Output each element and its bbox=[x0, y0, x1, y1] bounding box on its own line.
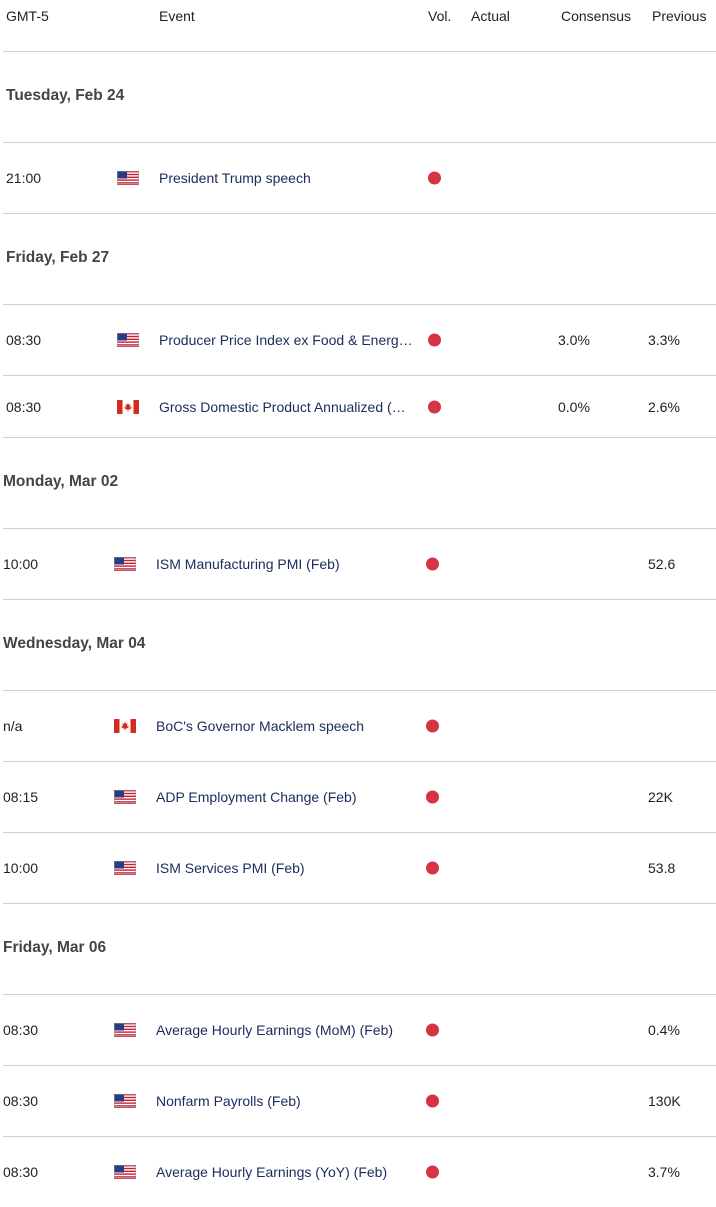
time: 10:00 bbox=[3, 860, 39, 876]
date: Wednesday, Mar 04 bbox=[3, 635, 146, 652]
date-row: Friday, Mar 06 bbox=[3, 904, 716, 995]
event: Nonfarm Payrolls (Feb) bbox=[156, 1093, 301, 1109]
event-row: 10:00 ISM Manufacturing PMI (Feb) 52.6 bbox=[3, 529, 716, 600]
volatility-dot bbox=[426, 861, 439, 875]
us-flag bbox=[114, 557, 136, 571]
date-row: Wednesday, Mar 04 bbox=[3, 600, 716, 691]
previous: 52.6 bbox=[648, 556, 676, 572]
event: ISM Services PMI (Feb) bbox=[156, 860, 305, 876]
ca-flag bbox=[117, 400, 139, 414]
previous: 0.4% bbox=[648, 1022, 680, 1038]
event-row: 08:30 Gross Domestic Product Annualized … bbox=[3, 376, 716, 438]
date-row: Tuesday, Feb 24 bbox=[3, 52, 716, 143]
header-row: GMT-5 Event Vol. Actual Consensus Previo… bbox=[3, 0, 716, 52]
us-flag bbox=[114, 1165, 136, 1179]
time: 08:30 bbox=[3, 1164, 39, 1180]
date: Monday, Mar 02 bbox=[3, 473, 119, 490]
ca-flag bbox=[114, 719, 136, 733]
us-flag bbox=[114, 861, 136, 875]
col-time: GMT-5 bbox=[6, 8, 49, 24]
volatility-dot bbox=[426, 557, 439, 571]
time: 08:30 bbox=[3, 1022, 39, 1038]
col-consensus: Consensus bbox=[561, 8, 632, 24]
time: 08:30 bbox=[3, 1093, 39, 1109]
date: Tuesday, Feb 24 bbox=[6, 87, 125, 104]
event: BoC's Governor Macklem speech bbox=[156, 718, 365, 734]
date: Friday, Mar 06 bbox=[3, 939, 107, 956]
volatility-dot bbox=[428, 333, 441, 347]
col-previous: Previous bbox=[652, 8, 707, 24]
event: ISM Manufacturing PMI (Feb) bbox=[156, 556, 340, 572]
date-row: Monday, Mar 02 bbox=[3, 438, 716, 529]
event-row: n/a BoC's Governor Macklem speech bbox=[3, 691, 716, 762]
us-flag bbox=[117, 171, 139, 185]
event-row: 21:00 President Trump speech bbox=[3, 143, 716, 214]
time: 08:30 bbox=[6, 332, 42, 348]
us-flag bbox=[114, 790, 136, 804]
date-row: Friday, Feb 27 bbox=[3, 214, 716, 305]
volatility-dot bbox=[426, 1023, 439, 1037]
volatility-dot bbox=[428, 171, 441, 185]
volatility-dot bbox=[428, 400, 441, 413]
previous: 3.3% bbox=[648, 332, 680, 348]
volatility-dot bbox=[426, 1094, 439, 1108]
volatility-dot bbox=[426, 719, 439, 733]
volatility-dot bbox=[426, 1165, 439, 1179]
event-row: 08:30 Nonfarm Payrolls (Feb) 130K bbox=[3, 1066, 716, 1137]
time: 08:15 bbox=[3, 789, 39, 805]
event: Average Hourly Earnings (YoY) (Feb) bbox=[156, 1164, 388, 1180]
us-flag bbox=[114, 1023, 136, 1037]
previous: 2.6% bbox=[648, 398, 680, 415]
col-actual: Actual bbox=[471, 8, 510, 24]
event-row: 08:30 Producer Price Index ex Food & Ene… bbox=[3, 305, 716, 376]
volatility-dot bbox=[426, 790, 439, 804]
previous: 22K bbox=[648, 789, 673, 805]
event-row: 08:30 Average Hourly Earnings (YoY) (Feb… bbox=[3, 1137, 716, 1207]
us-flag bbox=[114, 1094, 136, 1108]
previous: 130K bbox=[648, 1093, 681, 1109]
event-row: 10:00 ISM Services PMI (Feb) 53.8 bbox=[3, 833, 716, 904]
consensus: 0.0% bbox=[558, 398, 590, 415]
time: n/a bbox=[3, 718, 23, 734]
previous: 53.8 bbox=[648, 860, 676, 876]
event: Gross Domestic Product Annualized (… bbox=[159, 398, 406, 415]
consensus: 3.0% bbox=[558, 332, 590, 348]
event-row: 08:30 Average Hourly Earnings (MoM) (Feb… bbox=[3, 995, 716, 1066]
time: 10:00 bbox=[3, 556, 39, 572]
previous: 3.7% bbox=[648, 1164, 680, 1180]
date: Friday, Feb 27 bbox=[6, 249, 110, 266]
event: Producer Price Index ex Food & Energ… bbox=[159, 332, 413, 348]
event-row: 08:15 ADP Employment Change (Feb) 22K bbox=[3, 762, 716, 833]
event: ADP Employment Change (Feb) bbox=[156, 789, 357, 805]
us-flag bbox=[117, 333, 139, 347]
time: 08:30 bbox=[6, 398, 42, 415]
event: Average Hourly Earnings (MoM) (Feb) bbox=[156, 1022, 394, 1038]
col-vol: Vol. bbox=[428, 8, 452, 24]
time: 21:00 bbox=[6, 170, 42, 186]
event: President Trump speech bbox=[159, 170, 311, 186]
col-event: Event bbox=[159, 8, 195, 24]
